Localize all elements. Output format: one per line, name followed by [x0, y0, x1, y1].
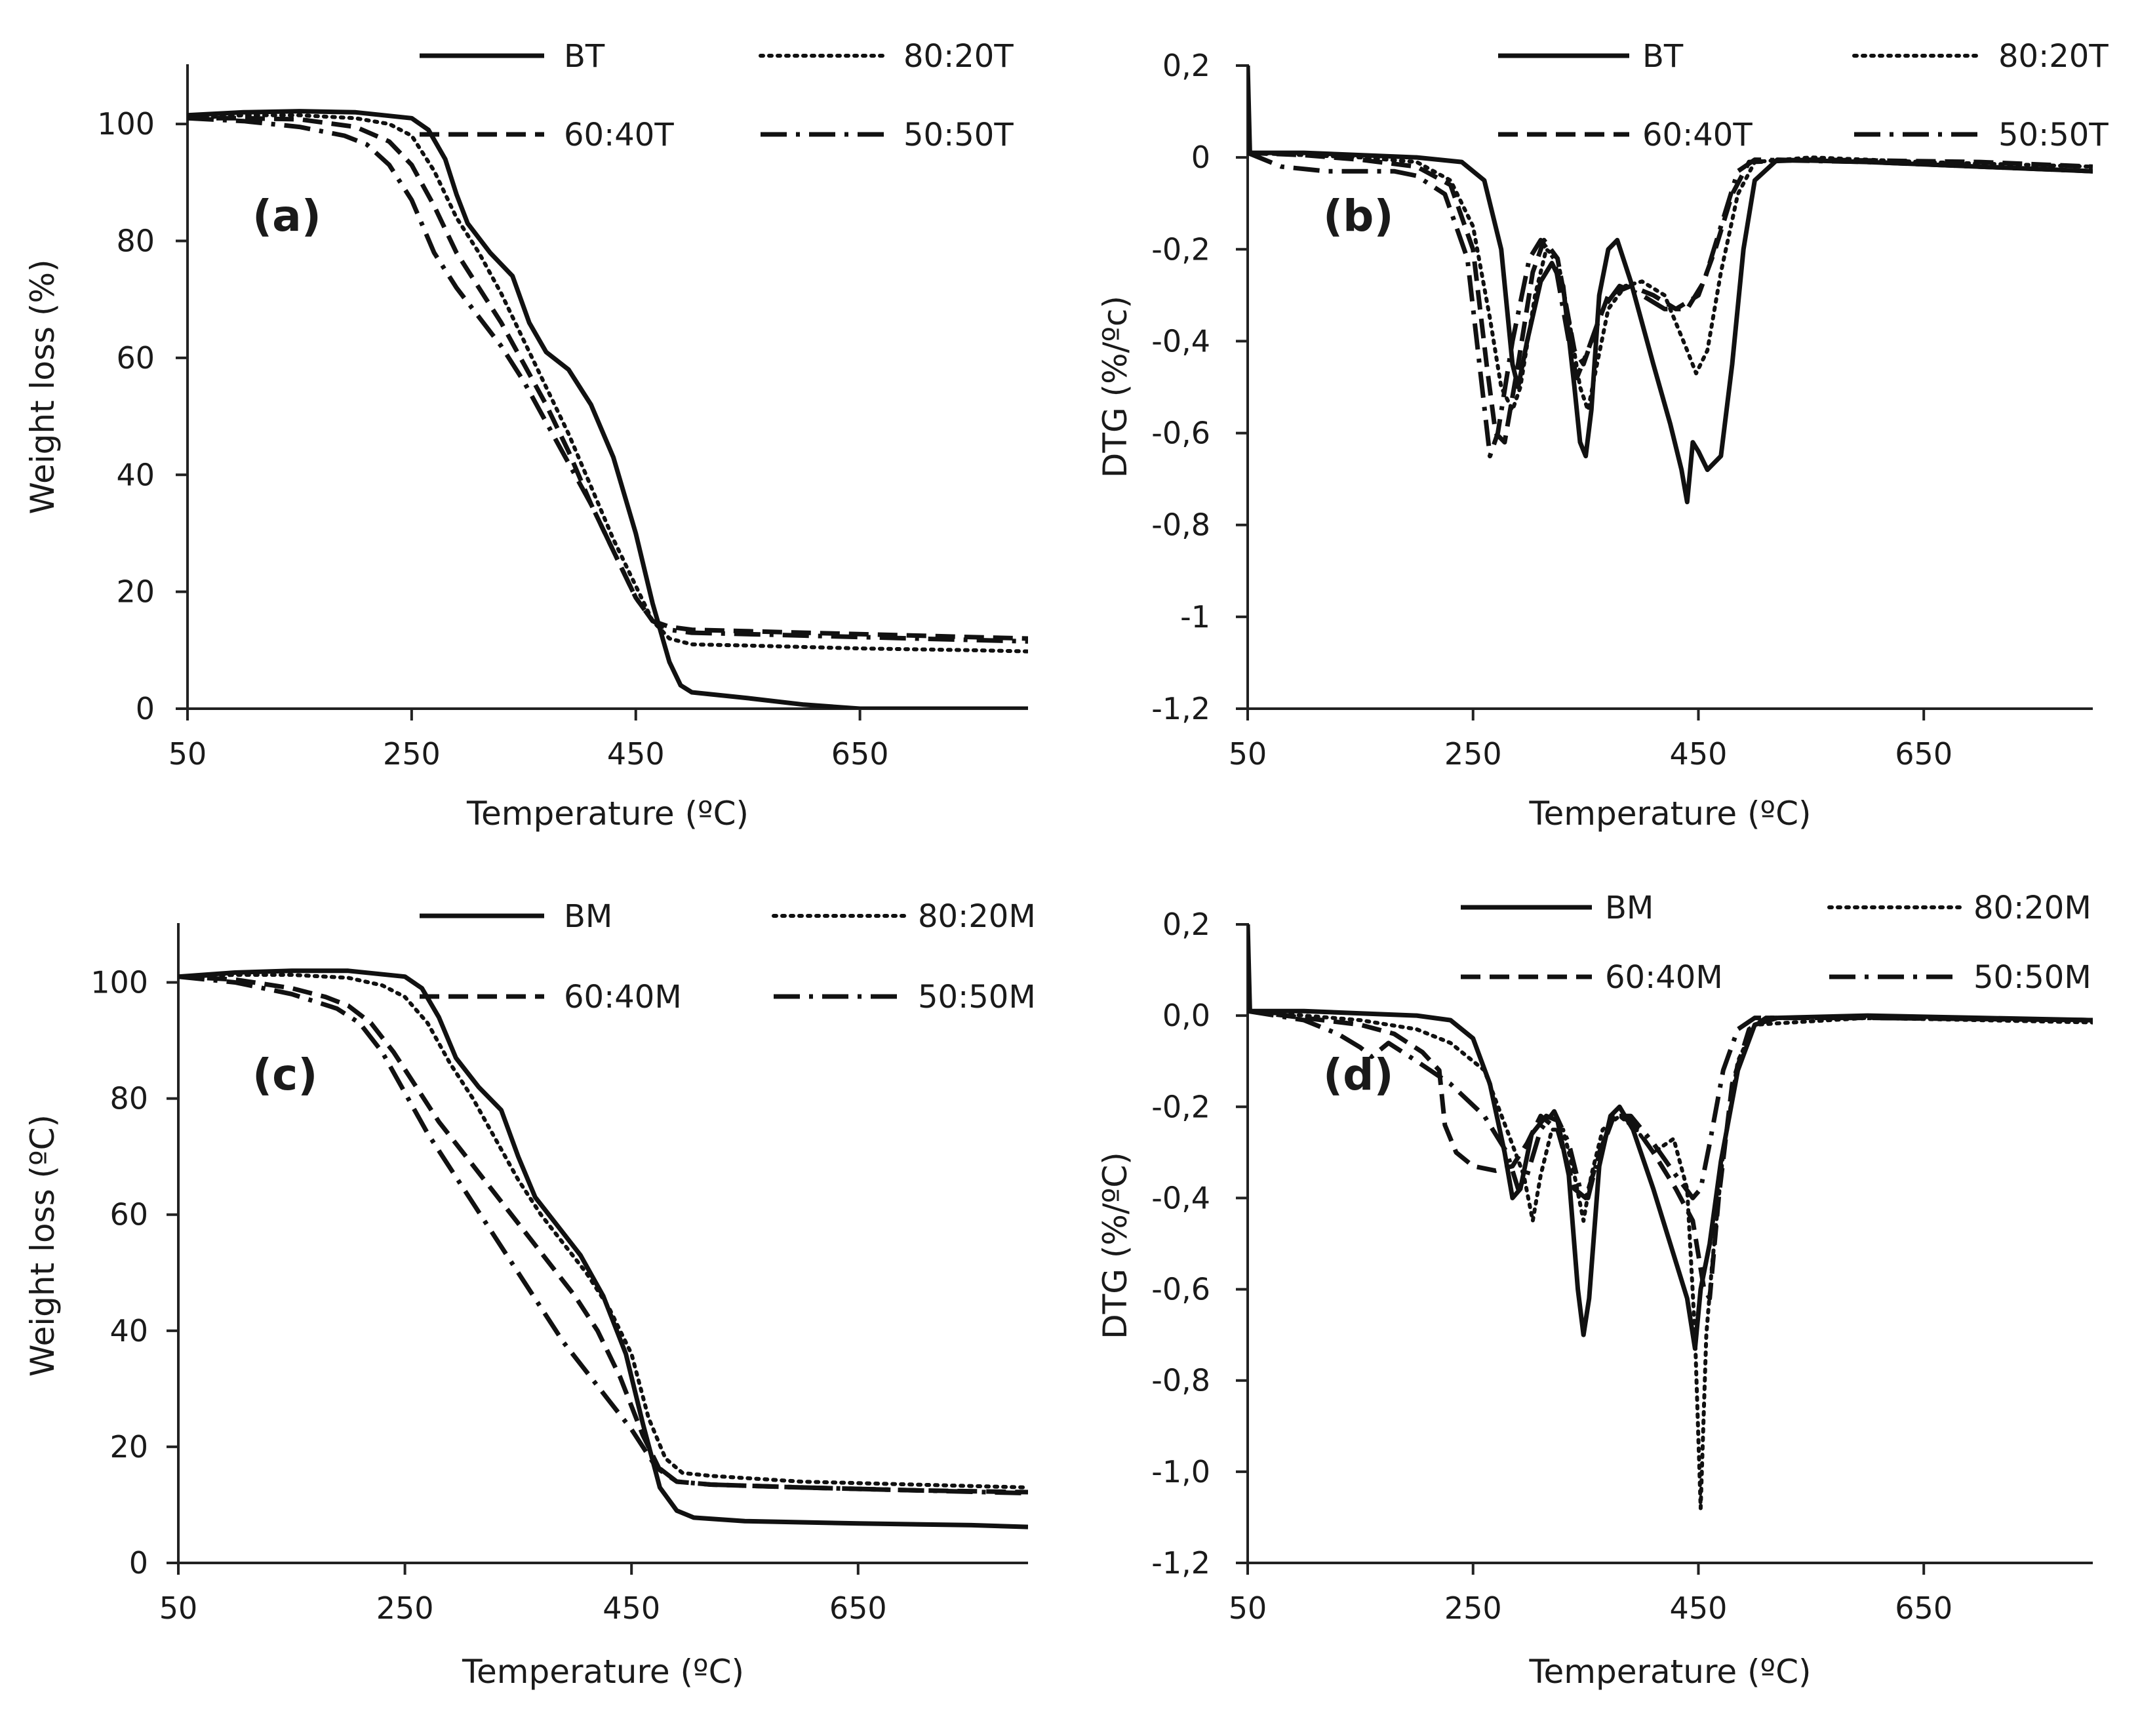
- legend-label: 50:50M: [1973, 959, 2091, 996]
- y-tick-label: -0,2: [1151, 231, 1210, 267]
- y-tick-label: -1,2: [1151, 1545, 1210, 1581]
- x-tick-label: 50: [159, 1590, 198, 1626]
- x-axis-title: Temperature (ºC): [462, 1653, 744, 1691]
- x-tick-label: 450: [1670, 1590, 1728, 1626]
- y-tick-label: 0,2: [1162, 907, 1210, 942]
- panel-label: (b): [1323, 191, 1394, 241]
- y-tick-label: 60: [116, 340, 155, 376]
- series-line-BT: [188, 109, 1028, 709]
- y-axis-title: DTG (%/ºC): [1096, 1152, 1134, 1339]
- series-line-80:20T: [1248, 151, 2093, 412]
- y-axis-title: Weight loss (ºC): [24, 1115, 62, 1377]
- y-tick-label: 0,2: [1162, 48, 1210, 83]
- legend-label: BT: [1642, 38, 1684, 75]
- series-line-BM: [178, 968, 1028, 1529]
- y-tick-label: 0: [136, 691, 155, 726]
- panel-label: (c): [252, 1050, 317, 1100]
- y-tick-label: 100: [97, 106, 155, 142]
- series-line-80:20M: [178, 973, 1028, 1489]
- y-tick-label: 100: [90, 965, 148, 1000]
- x-tick-label: 450: [1670, 736, 1728, 772]
- x-tick-label: 650: [831, 736, 889, 772]
- y-axis-title: DTG (%/ºc): [1096, 296, 1134, 478]
- series-line-50:50M: [1248, 1008, 2093, 1200]
- y-tick-label: 80: [109, 1081, 148, 1116]
- y-tick-label: -0,6: [1151, 1272, 1210, 1307]
- y-tick-label: 0,0: [1162, 998, 1210, 1033]
- y-tick-label: 0: [1191, 140, 1210, 175]
- legend-label: 60:40M: [1605, 959, 1723, 996]
- x-tick-label: 50: [168, 736, 207, 772]
- legend-label: 50:50T: [1998, 117, 2109, 153]
- y-tick-label: 40: [116, 457, 155, 492]
- panel-c: 50 250 450 650 0 20 40 60 80 100 Temperature (ºC) W…: [24, 898, 1036, 1691]
- panel-label: (d): [1323, 1050, 1394, 1100]
- x-tick-label: 50: [1229, 1590, 1267, 1626]
- x-tick-label: 450: [607, 736, 665, 772]
- series-line-50:50T: [1248, 150, 2093, 459]
- legend-label: 50:50M: [918, 979, 1036, 1016]
- y-tick-label: 60: [109, 1197, 148, 1233]
- series-line-60:40T: [188, 115, 1028, 641]
- legend-label: 80:20T: [1998, 38, 2109, 75]
- x-tick-label: 650: [829, 1590, 887, 1626]
- legend-label: 60:40T: [564, 117, 674, 153]
- legend-label: BM: [1605, 890, 1654, 926]
- x-tick-label: 250: [1444, 736, 1502, 772]
- y-tick-label: -0,4: [1151, 323, 1210, 359]
- y-tick-label: -1: [1180, 599, 1210, 635]
- panel-d: 50 250 450 650 0,2 0,0 -0,2 -0,4 -0,6 -0,8 -1,0 -1,…: [1096, 890, 2093, 1691]
- legend-label: 50:50T: [903, 117, 1014, 153]
- y-tick-label: -0,8: [1151, 1363, 1210, 1398]
- x-axis-title: Temperature (ºC): [1528, 795, 1811, 833]
- series-line-80:20T: [188, 113, 1028, 654]
- y-tick-label: 20: [116, 574, 155, 610]
- y-tick-label: 0: [129, 1545, 148, 1581]
- y-tick-label: 20: [109, 1429, 148, 1465]
- y-tick-label: -1,0: [1151, 1454, 1210, 1489]
- legend-label: 60:40M: [564, 979, 682, 1016]
- x-tick-label: 50: [1229, 736, 1267, 772]
- y-tick-label: -0,4: [1151, 1180, 1210, 1215]
- series-line-50:50M: [178, 974, 1028, 1496]
- series-line-60:40M: [178, 974, 1028, 1495]
- legend-label: 80:20T: [903, 38, 1014, 75]
- legend-label: 80:20M: [918, 898, 1036, 935]
- series-line-BT: [1248, 65, 2093, 505]
- x-tick-label: 250: [1444, 1590, 1502, 1626]
- x-axis-title: Temperature (ºC): [466, 795, 749, 833]
- panel-a: 50 250 450 650 0 20 40 60 80 100 Temperature (ºC) W…: [24, 38, 1028, 833]
- series-line-60:40M: [1248, 1008, 2093, 1301]
- y-tick-label: -0,2: [1151, 1089, 1210, 1124]
- panel-label: (a): [252, 191, 321, 241]
- legend-label: 80:20M: [1973, 890, 2091, 926]
- x-tick-label: 650: [1895, 736, 1952, 772]
- legend-label: 60:40T: [1642, 117, 1753, 153]
- y-tick-label: -1,2: [1151, 691, 1210, 726]
- legend-label: BT: [564, 38, 605, 75]
- x-tick-label: 450: [603, 1590, 660, 1626]
- x-tick-label: 250: [383, 736, 441, 772]
- y-tick-label: 80: [116, 224, 155, 259]
- x-tick-label: 250: [376, 1590, 434, 1626]
- y-axis-title: Weight loss (%): [24, 259, 62, 514]
- x-axis-title: Temperature (ºC): [1528, 1653, 1811, 1691]
- y-tick-label: -0,8: [1151, 507, 1210, 543]
- x-tick-label: 650: [1895, 1590, 1952, 1626]
- y-tick-label: -0,6: [1151, 416, 1210, 451]
- legend-label: BM: [564, 898, 612, 935]
- panel-b: 50 250 450 650 0,2 0 -0,2 -0,4 -0,6 -0,8 -1 -1,2 Tem…: [1096, 38, 2109, 833]
- y-tick-label: 40: [109, 1313, 148, 1349]
